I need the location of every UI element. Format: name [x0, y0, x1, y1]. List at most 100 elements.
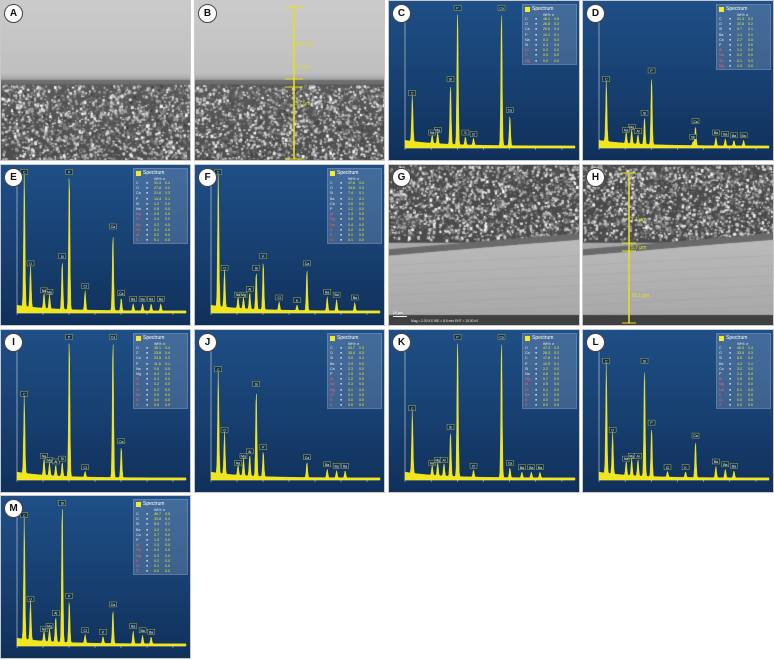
svg-text:Mg: Mg — [47, 459, 52, 463]
peak-label-al: Al — [246, 448, 254, 455]
svg-text:Ca: Ca — [499, 336, 503, 340]
svg-text:Cl: Cl — [472, 133, 475, 137]
svg-text:Cl: Cl — [666, 466, 669, 470]
svg-text:Ca: Ca — [693, 434, 697, 438]
legend-row: Ca ● 20.5 0.4 — [525, 27, 559, 32]
legend-title: Spectrum — [717, 334, 770, 342]
legend-row: Na ● 0.3 0.0 — [525, 37, 559, 42]
peak-label-c: C — [20, 512, 28, 518]
svg-text:Ba: Ba — [131, 298, 135, 302]
svg-text:Al: Al — [442, 459, 445, 463]
peak-label-ba: Ba — [712, 458, 720, 465]
spectrum-legend: Spectrum Wt% σ O ● 47.3 0.3 Ca ● 28.3 0.2 C ● 17.6 0.4… — [522, 333, 577, 410]
svg-text:Cl: Cl — [84, 629, 87, 633]
legend-row: Ca ● 2.6 0.0 — [330, 201, 364, 206]
peak-label-p: P — [453, 334, 462, 340]
legend-header: Wt% σ — [154, 342, 166, 346]
legend-row: P ● 10.1 0.1 — [525, 32, 559, 37]
peak-label-na: Na — [40, 626, 48, 632]
svg-text:C: C — [411, 92, 414, 96]
spectrum-legend: Spectrum Wt% σ C ● 46.7 0.5 O ● 33.8 0.4 Si ● 8.6 0.2 B… — [133, 499, 188, 576]
measurement-overlay-H: 7.1 μm 5.7 μm 75.1 μm — [622, 172, 649, 324]
peak-label-ca: Ca — [497, 334, 506, 340]
legend-row: K ● 0.1 0.0 — [719, 392, 753, 397]
peak-label-cl: Cl — [81, 464, 89, 470]
legend-row: Al ● 1.1 0.0 — [719, 48, 753, 53]
peak-label-ba: Ba — [739, 132, 748, 139]
legend-row: O ● 34.8 0.3 — [330, 186, 364, 191]
legend-header: Wt% σ — [348, 342, 360, 346]
svg-text:K: K — [102, 630, 105, 634]
peak-label-ca: Ca — [117, 290, 125, 296]
svg-text:C: C — [23, 392, 26, 396]
spectrum-legend: Spectrum Wt% σ C ● 53.7 0.3 O ● 30.0 0.3 Si ● 9.0 0.1 B… — [327, 333, 382, 410]
legend-row: S ● 0.2 0.0 — [330, 227, 364, 232]
panel-G: G 10 μm Mag = 2.00 KX WD = 8.5 mm EHT = … — [388, 164, 580, 326]
svg-text:C: C — [605, 78, 608, 82]
legend-header: Wt% σ — [543, 13, 555, 17]
legend-row: K ● 0.0 0.0 — [330, 403, 364, 408]
legend-row: Na ● 0.3 0.0 — [330, 382, 364, 387]
legend-row: Cl ● 0.2 0.0 — [525, 48, 559, 53]
legend-row: Cl ● 0.4 0.0 — [136, 217, 170, 222]
svg-text:Mg: Mg — [47, 290, 52, 294]
peak-label-si: Si — [58, 455, 66, 462]
svg-text:K: K — [684, 466, 687, 470]
svg-text:Na: Na — [42, 628, 46, 632]
svg-text:Ba: Ba — [520, 466, 524, 470]
peak-label-na: Na — [428, 460, 436, 466]
peak-label-ca: Ca — [506, 460, 514, 466]
peak-label-o: O — [26, 260, 35, 267]
svg-text:Ca: Ca — [119, 440, 123, 444]
legend-row: Mg ● 0.5 0.0 — [136, 212, 170, 217]
spectrum-trace — [16, 170, 187, 314]
svg-text:Ca: Ca — [508, 109, 512, 113]
peak-label-na: Na — [234, 460, 242, 466]
legend-row: Na ● 0.2 0.0 — [719, 53, 753, 58]
spectrum-legend: Spectrum Wt% σ C ● 46.3 0.4 O ● 33.9 0.3 Si ● 6.8 0.2 B… — [716, 333, 771, 410]
legend-row: Na ● 0.6 0.0 — [136, 366, 170, 371]
legend-title: Spectrum — [134, 334, 187, 342]
legend-row: C ● 17.6 0.4 — [525, 356, 559, 361]
legend-row: O ● 30.0 0.3 — [330, 351, 364, 356]
svg-text:Ba: Ba — [529, 466, 533, 470]
measurement-overlay-B: 95.1 μm 7.5 μm 5.7 μm — [285, 6, 313, 160]
peak-label-ba: Ba — [147, 296, 155, 302]
panel-E: E C O Na Mg Si P Cl Ca Ca Ba Ba Ba Ba Spectrum Wt% σ C ● 4… — [0, 164, 191, 326]
peak-label-p: P — [65, 593, 73, 599]
svg-text:C: C — [411, 407, 414, 411]
legend-row: C ● 46.3 0.4 — [719, 346, 753, 350]
legend-row: P ● 1.2 0.0 — [330, 207, 364, 212]
svg-text:Cl: Cl — [84, 466, 87, 470]
measure-label-B-2: 7.5 μm — [295, 65, 310, 71]
peak-label-ba: Ba — [323, 461, 331, 468]
peak-label-ba: Ba — [129, 623, 137, 629]
peak-label-o: O — [608, 427, 617, 433]
legend-row: Ca ● 3.2 0.0 — [719, 366, 753, 371]
legend-row: Ca ● 28.3 0.2 — [525, 351, 559, 356]
peak-label-mg: Mg — [45, 623, 54, 629]
svg-text:Al: Al — [636, 454, 639, 458]
sem-image-B — [195, 1, 384, 160]
legend-row: Cl ● 0.0 0.0 — [719, 398, 753, 403]
legend-row: Si ● 0.3 0.0 — [525, 43, 559, 48]
legend-row: Mg ● 0.3 0.0 — [136, 553, 170, 558]
peak-label-ca: Ca — [117, 438, 125, 444]
svg-text:Na: Na — [624, 128, 628, 132]
measure-label-H-1: 7.1 μm — [631, 217, 646, 223]
svg-text:P: P — [262, 446, 265, 450]
legend-row: Mg ● 0.7 0.0 — [525, 377, 559, 382]
eds-spectrum-E: C O Na Mg Si P Cl Ca Ca Ba Ba Ba Ba — [16, 169, 187, 315]
legend-row: Mg ● 0.1 0.0 — [330, 387, 364, 392]
peak-label-ba: Ba — [147, 629, 155, 635]
panel-D: D C Mg Na Si P Al Ca Ba Ba Ba Ba Sb Spectrum Wt% σ C ● 61… — [582, 0, 774, 161]
legend-row: S ● 0.1 0.0 — [136, 238, 170, 243]
legend-title: Spectrum — [523, 334, 576, 342]
svg-text:Mg: Mg — [629, 126, 634, 130]
legend-row: Mg ● 0.0 0.0 — [719, 63, 753, 68]
svg-text:C: C — [23, 514, 26, 518]
peak-label-ba: Ba — [351, 294, 359, 301]
